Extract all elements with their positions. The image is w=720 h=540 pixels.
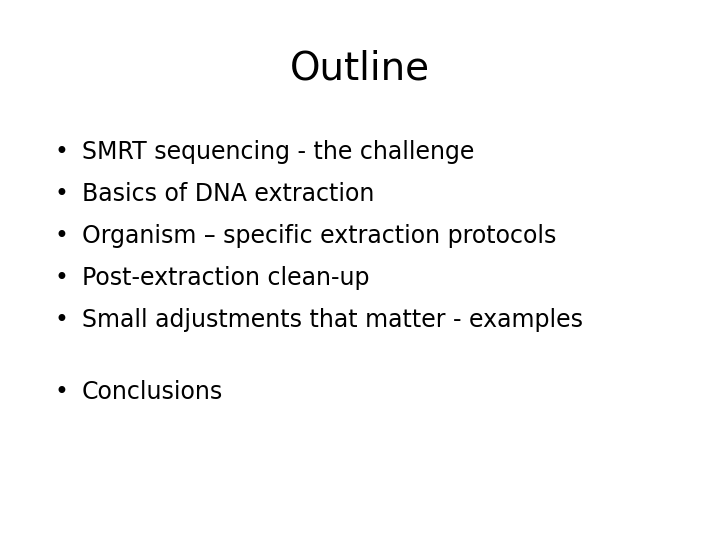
Text: Post-extraction clean-up: Post-extraction clean-up [82, 266, 369, 290]
Text: •: • [55, 266, 69, 290]
Text: •: • [55, 308, 69, 332]
Text: Organism – specific extraction protocols: Organism – specific extraction protocols [82, 224, 557, 248]
Text: •: • [55, 380, 69, 404]
Text: •: • [55, 140, 69, 164]
Text: •: • [55, 182, 69, 206]
Text: Basics of DNA extraction: Basics of DNA extraction [82, 182, 374, 206]
Text: Small adjustments that matter - examples: Small adjustments that matter - examples [82, 308, 583, 332]
Text: Conclusions: Conclusions [82, 380, 223, 404]
Text: SMRT sequencing - the challenge: SMRT sequencing - the challenge [82, 140, 474, 164]
Text: Outline: Outline [290, 50, 430, 88]
Text: •: • [55, 224, 69, 248]
